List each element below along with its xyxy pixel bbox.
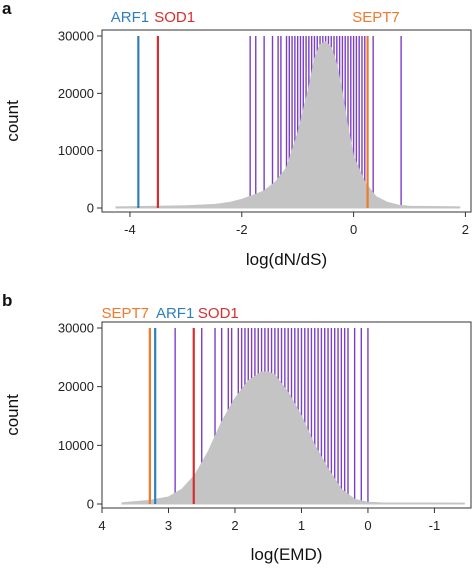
chart-panel-a: a ARF1 SOD1 SEPT7 0 10000 20000 30000 -4 -2 0 2 log(… <box>2 0 472 269</box>
x-tick-label: -2 <box>236 222 248 237</box>
x-axis-label: log(EMD) <box>251 545 323 564</box>
x-tick-label: 2 <box>462 222 469 237</box>
y-tick-label: 20000 <box>58 86 94 101</box>
gene-label-arf1: ARF1 <box>156 305 194 322</box>
plot-frame <box>101 321 472 509</box>
x-tick-label: 4 <box>98 518 105 533</box>
x-tick-label: 0 <box>350 222 357 237</box>
x-axis-label: log(dN/dS) <box>246 250 327 269</box>
y-tick-label: 30000 <box>58 321 94 336</box>
plot-frame <box>101 29 472 213</box>
histogram-area <box>115 41 461 209</box>
x-tick-label: -4 <box>124 222 136 237</box>
y-tick-label: 30000 <box>58 29 94 44</box>
y-tick-label: 10000 <box>58 438 94 453</box>
x-tick-label: 1 <box>298 518 305 533</box>
y-tick-label: 0 <box>87 201 94 216</box>
gene-label-sod1: SOD1 <box>154 9 195 26</box>
gene-label-sept7: SEPT7 <box>352 9 400 26</box>
x-tick-label: -1 <box>429 518 441 533</box>
histogram-area <box>121 371 465 505</box>
panel-letter: a <box>2 0 12 18</box>
y-tick-label: 0 <box>87 497 94 512</box>
gene-label-arf1: ARF1 <box>111 9 149 26</box>
gene-label-sept7: SEPT7 <box>102 305 150 322</box>
gene-label-sod1: SOD1 <box>198 305 239 322</box>
y-axis-label: count <box>3 100 22 142</box>
panel-letter: b <box>2 291 12 310</box>
chart-panel-b: b SEPT7 ARF1 SOD1 0 10000 20000 30000 4 3 2 1 0 -1 log… <box>2 291 472 564</box>
y-tick-label: 10000 <box>58 143 94 158</box>
y-tick-label: 20000 <box>58 379 94 394</box>
x-tick-label: 0 <box>364 518 371 533</box>
x-tick-label: 3 <box>165 518 172 533</box>
x-tick-label: 2 <box>231 518 238 533</box>
y-axis-label: count <box>3 394 22 436</box>
